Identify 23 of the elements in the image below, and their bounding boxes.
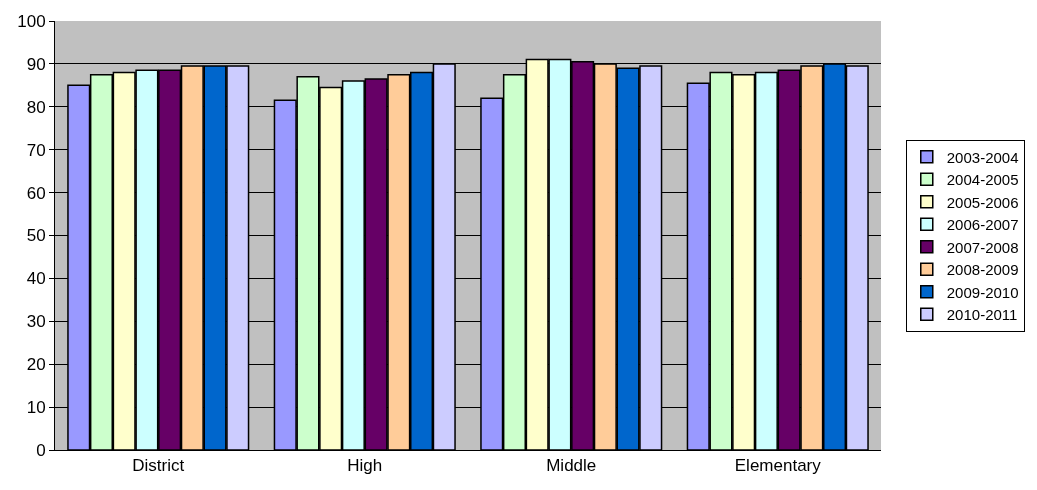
legend-label: 2005-2006 — [946, 193, 1019, 211]
y-tick-label: 70 — [26, 140, 46, 160]
legend-label: 2009-2010 — [946, 283, 1019, 301]
y-tick-label: 100 — [17, 11, 46, 31]
y-tick-label: 20 — [26, 355, 46, 375]
legend-label: 2008-2009 — [946, 261, 1019, 279]
y-tick-label: 50 — [26, 226, 46, 246]
x-tick-label: Middle — [546, 456, 597, 476]
y-tick-label: 0 — [36, 440, 46, 460]
y-tick-label: 90 — [26, 54, 46, 74]
legend-label: 2003-2004 — [946, 148, 1019, 166]
y-tick-label: 30 — [26, 312, 46, 332]
legend-label: 2007-2008 — [946, 238, 1019, 256]
x-tick-label: District — [132, 456, 185, 476]
legend-label: 2004-2005 — [946, 171, 1019, 189]
legend-label: 2010-2011 — [946, 306, 1018, 324]
y-tick-label: 60 — [26, 183, 46, 203]
y-tick-label: 40 — [26, 269, 46, 289]
x-tick-label: Elementary — [734, 456, 822, 476]
y-tick-label: 80 — [26, 97, 46, 117]
x-tick-label: High — [347, 456, 383, 476]
legend-label: 2006-2007 — [946, 216, 1019, 234]
y-tick-label: 10 — [26, 398, 46, 418]
